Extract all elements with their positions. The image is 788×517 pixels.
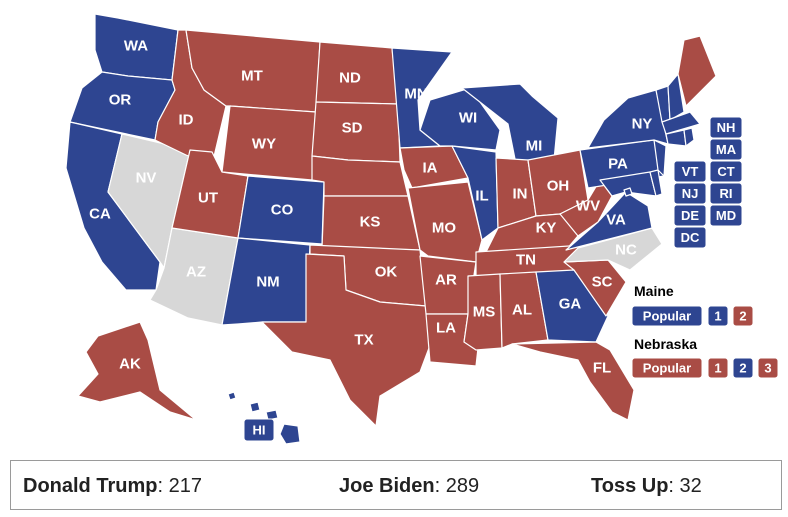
state-ma[interactable] [661, 111, 701, 135]
state-co[interactable] [237, 175, 325, 245]
chip-de[interactable]: DE [673, 204, 707, 227]
state-wa[interactable] [94, 13, 179, 81]
state-nm[interactable] [221, 237, 311, 326]
maine-district-2-chip[interactable]: 2 [732, 305, 754, 327]
state-nh[interactable] [667, 73, 685, 121]
svg-text:Popular: Popular [643, 309, 691, 324]
svg-text:3: 3 [764, 361, 771, 376]
nebraska-district-3-chip[interactable]: 3 [757, 357, 779, 379]
biden-total: Joe Biden: 289 [339, 475, 479, 498]
small-state-chips: HI NH MA VT CT NJ RI DE MD DC [243, 116, 743, 442]
svg-text:Popular: Popular [643, 361, 691, 376]
state-me[interactable] [677, 35, 717, 107]
maine-title: Maine [634, 283, 674, 299]
electoral-totals-bar: Donald Trump: 217 Joe Biden: 289 Toss Up… [10, 460, 782, 510]
chip-nh[interactable]: NH [709, 116, 743, 139]
state-ne[interactable] [311, 155, 409, 197]
chip-nj[interactable]: NJ [673, 182, 707, 205]
tossup-name: Toss Up [591, 475, 669, 497]
trump-total: Donald Trump: 217 [23, 475, 202, 498]
state-hi[interactable] [227, 391, 301, 445]
tossup-total: Toss Up: 32 [591, 475, 702, 498]
state-tx[interactable] [261, 253, 433, 427]
nebraska-district-1-chip[interactable]: 1 [707, 357, 729, 379]
biden-votes: : 289 [434, 475, 480, 497]
state-mi[interactable] [461, 83, 559, 165]
svg-text:NH: NH [717, 120, 736, 135]
state-wy[interactable] [221, 105, 317, 181]
maine-district-1-chip[interactable]: 1 [707, 305, 729, 327]
trump-votes: : 217 [157, 475, 202, 497]
tossup-votes: : 32 [668, 475, 702, 497]
state-ny[interactable] [587, 89, 669, 149]
state-ks[interactable] [321, 195, 421, 251]
svg-text:RI: RI [720, 186, 733, 201]
svg-text:DC: DC [681, 230, 700, 245]
state-md[interactable] [599, 171, 657, 197]
trump-name: Donald Trump [23, 475, 158, 497]
chip-ma[interactable]: MA [709, 138, 743, 161]
svg-text:VT: VT [682, 164, 699, 179]
chip-ri[interactable]: RI [709, 182, 743, 205]
svg-text:HI: HI [253, 423, 266, 438]
state-de[interactable] [649, 169, 663, 197]
state-nd[interactable] [315, 41, 399, 105]
state-va[interactable] [565, 191, 653, 251]
nebraska-district-2-chip[interactable]: 2 [732, 357, 754, 379]
chip-dc[interactable]: DC [673, 226, 707, 249]
state-ri[interactable] [683, 127, 695, 147]
svg-text:MA: MA [716, 142, 737, 157]
svg-text:2: 2 [739, 361, 746, 376]
state-nj[interactable] [653, 139, 667, 177]
chip-ct[interactable]: CT [709, 160, 743, 183]
state-ak[interactable] [77, 321, 197, 421]
svg-text:1: 1 [714, 361, 721, 376]
chip-vt[interactable]: VT [673, 160, 707, 183]
state-fl[interactable] [511, 341, 635, 421]
maine-districts: Maine Popular 1 2 [631, 283, 754, 327]
svg-text:2: 2 [739, 309, 746, 324]
us-electoral-map: WA OR CA NV AZ ID MT WY UT CO NM ND SD K… [65, 13, 779, 445]
state-ms[interactable] [463, 273, 503, 351]
biden-name: Joe Biden [339, 475, 435, 497]
nebraska-districts: Nebraska Popular 1 2 3 [631, 336, 779, 379]
chip-md[interactable]: MD [709, 204, 743, 227]
svg-text:CT: CT [717, 164, 734, 179]
state-dc[interactable] [623, 187, 633, 197]
svg-text:MD: MD [716, 208, 736, 223]
svg-text:1: 1 [714, 309, 721, 324]
maine-popular-chip[interactable]: Popular [631, 305, 703, 327]
state-il[interactable] [451, 145, 499, 241]
nebraska-popular-chip[interactable]: Popular [631, 357, 703, 379]
svg-text:NJ: NJ [682, 186, 699, 201]
state-sd[interactable] [311, 101, 401, 163]
chip-hi[interactable]: HI [243, 418, 275, 442]
state-ga[interactable] [535, 269, 609, 343]
svg-text:DE: DE [681, 208, 699, 223]
nebraska-title: Nebraska [634, 336, 697, 352]
state-al[interactable] [499, 271, 549, 349]
